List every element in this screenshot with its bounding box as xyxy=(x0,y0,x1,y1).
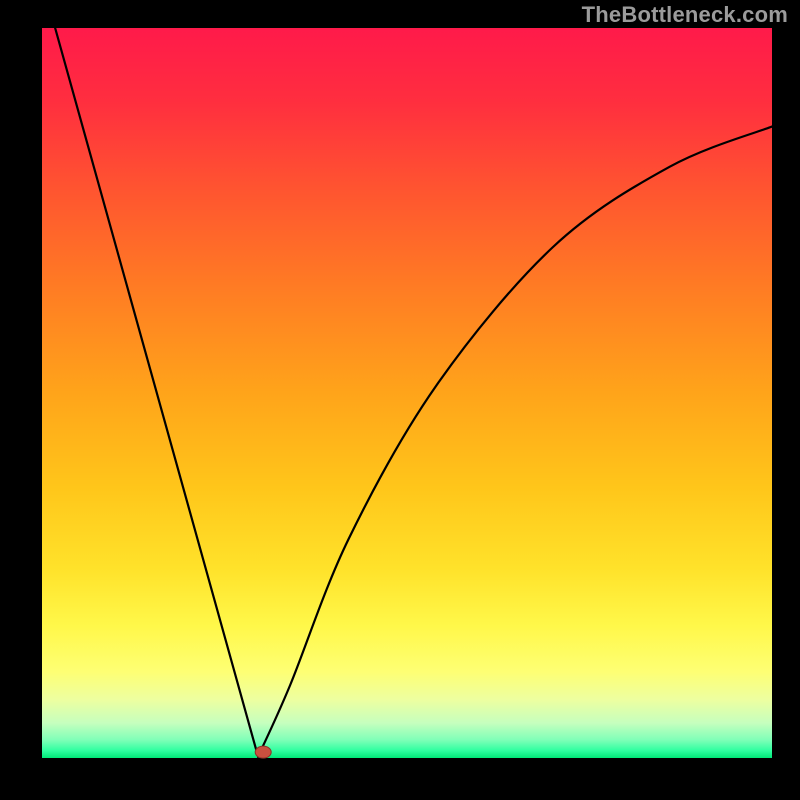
watermark-text: TheBottleneck.com xyxy=(582,2,788,28)
optimal-marker xyxy=(255,746,271,758)
chart-svg xyxy=(0,0,800,800)
figure-container: TheBottleneck.com xyxy=(0,0,800,800)
plot-area xyxy=(42,28,772,758)
